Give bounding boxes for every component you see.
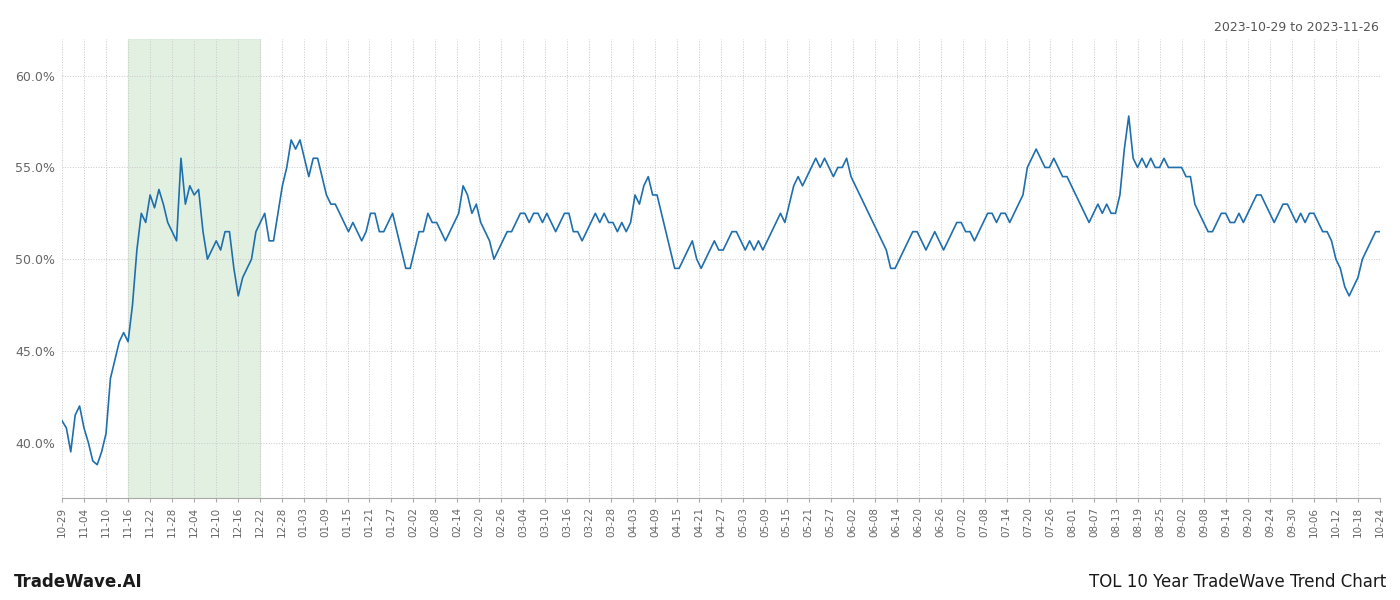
Text: TOL 10 Year TradeWave Trend Chart: TOL 10 Year TradeWave Trend Chart xyxy=(1089,573,1386,591)
Text: TradeWave.AI: TradeWave.AI xyxy=(14,573,143,591)
Bar xyxy=(127,39,259,498)
Text: 2023-10-29 to 2023-11-26: 2023-10-29 to 2023-11-26 xyxy=(1214,21,1379,34)
